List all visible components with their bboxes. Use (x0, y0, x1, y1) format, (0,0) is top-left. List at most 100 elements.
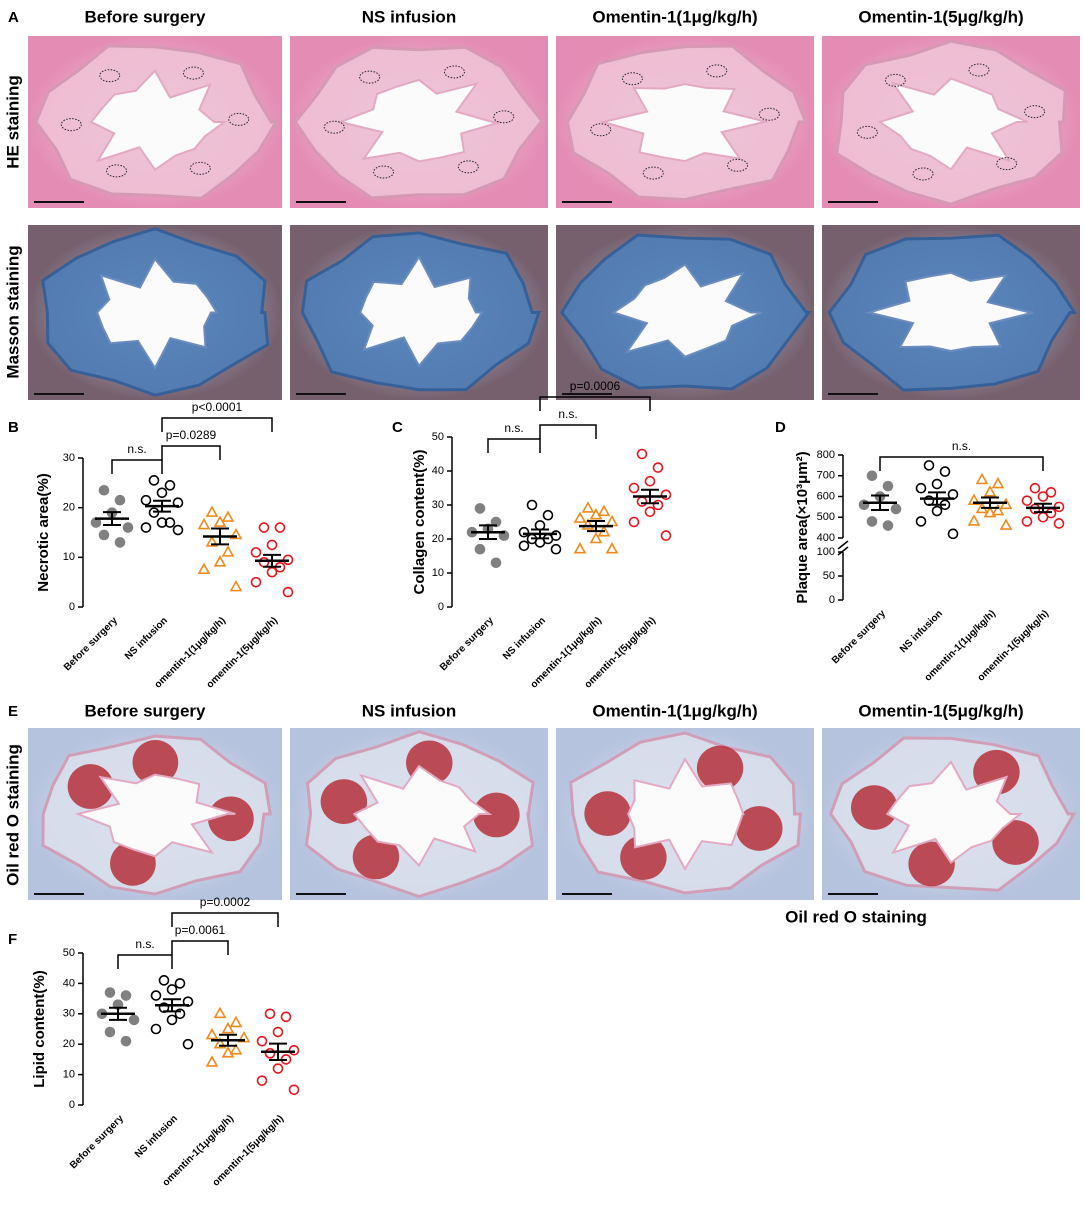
necrotic-outline (996, 157, 1018, 171)
data-point (229, 527, 243, 540)
data-point (288, 1044, 300, 1056)
significance-label: p=0.0006 (570, 379, 621, 393)
necrotic-outline (182, 66, 204, 80)
lumen (74, 773, 236, 858)
column-title: Omentin-1(1μg/kg/h) (592, 701, 757, 720)
x-tick-label: Before surgery (830, 608, 888, 666)
data-point (140, 494, 152, 506)
lumen (599, 83, 768, 163)
data-point (931, 478, 943, 490)
error-bar (641, 488, 659, 505)
necrotic-outline (912, 167, 934, 181)
y-tick-label: 20 (63, 502, 75, 514)
necrotic-outline (99, 69, 121, 83)
error-bar (479, 524, 497, 540)
caption: Oil red O staining (785, 907, 927, 926)
data-point (542, 509, 554, 521)
data-point (205, 1055, 219, 1067)
data-point (589, 508, 603, 520)
data-point (229, 579, 243, 592)
error-bar (103, 511, 121, 527)
error-bar (531, 528, 549, 540)
error-bar (981, 496, 999, 509)
y-axis-label: Collagen content(%) (411, 449, 428, 594)
data-point (282, 586, 294, 598)
significance-label: p=0.0061 (175, 923, 226, 937)
panel-label: A (8, 9, 19, 26)
data-point (660, 489, 672, 501)
significance-bracket (171, 940, 229, 955)
necrotic-outline (323, 120, 345, 134)
axis-break (837, 546, 849, 556)
necrotic-outline (443, 65, 465, 79)
error-bar (211, 527, 229, 546)
data-point (114, 494, 126, 506)
data-point (205, 535, 219, 547)
y-tick-label: 0 (829, 594, 835, 606)
error-bar (928, 491, 946, 506)
necrotic-outline (621, 72, 643, 86)
lumen (627, 757, 745, 871)
data-point (122, 522, 134, 533)
significance-bracket (879, 456, 1044, 471)
data-point (229, 1043, 243, 1055)
error-bar (871, 494, 889, 511)
data-point (156, 487, 168, 499)
panel-label: D (775, 419, 786, 436)
data-point (1053, 518, 1065, 529)
data-point (213, 1006, 227, 1019)
y-tick-label: 40 (63, 977, 75, 989)
error-bar (109, 1006, 127, 1021)
data-point (120, 990, 132, 1001)
data-point (256, 1075, 268, 1086)
y-tick-label: 40 (432, 465, 444, 477)
data-point (999, 518, 1013, 530)
y-tick-label: 100 (817, 546, 835, 558)
data-point (882, 480, 894, 492)
data-point (197, 562, 211, 575)
x-tick-label: Before surgery (68, 1113, 126, 1171)
row-label: Oil red O staining (3, 744, 22, 886)
lipid (67, 764, 114, 809)
panel-label: E (8, 703, 18, 720)
data-point (1021, 516, 1033, 527)
panel-label: B (8, 419, 19, 436)
data-point (490, 516, 502, 528)
necrotic-outline (60, 118, 82, 132)
lumen (96, 257, 219, 371)
y-tick-label: 10 (63, 551, 75, 563)
necrotic-outline (727, 158, 749, 172)
y-tick-label: 20 (432, 533, 444, 545)
data-point (237, 1030, 251, 1043)
data-point (644, 475, 656, 487)
data-point (975, 472, 989, 485)
data-point (166, 1014, 178, 1026)
lumen (89, 68, 228, 172)
lipid (132, 740, 179, 785)
y-tick-label: 800 (817, 449, 835, 461)
data-point (158, 975, 170, 986)
error-bar (163, 998, 181, 1013)
data-point (581, 518, 595, 530)
data-point (636, 448, 648, 460)
data-point (272, 1063, 284, 1074)
data-point (967, 493, 981, 505)
data-point (264, 1008, 276, 1020)
data-point (174, 1008, 186, 1020)
data-point (628, 516, 640, 528)
data-point (221, 1046, 235, 1058)
column-title: Before surgery (85, 701, 206, 720)
data-point (182, 1038, 194, 1050)
axis-break (837, 540, 849, 550)
data-point (148, 475, 160, 486)
significance-label: p<0.0001 (192, 400, 243, 414)
necrotic-outline (884, 73, 906, 87)
significance-label: n.s. (127, 442, 146, 456)
data-point (264, 1048, 276, 1059)
data-point (526, 499, 538, 511)
x-tick-label: NS infusion (123, 615, 170, 662)
data-point (983, 505, 997, 518)
y-axis-label: Plaque area(×10³μm²) (794, 451, 811, 603)
data-point (947, 528, 959, 540)
necrotic-outline (758, 107, 780, 121)
